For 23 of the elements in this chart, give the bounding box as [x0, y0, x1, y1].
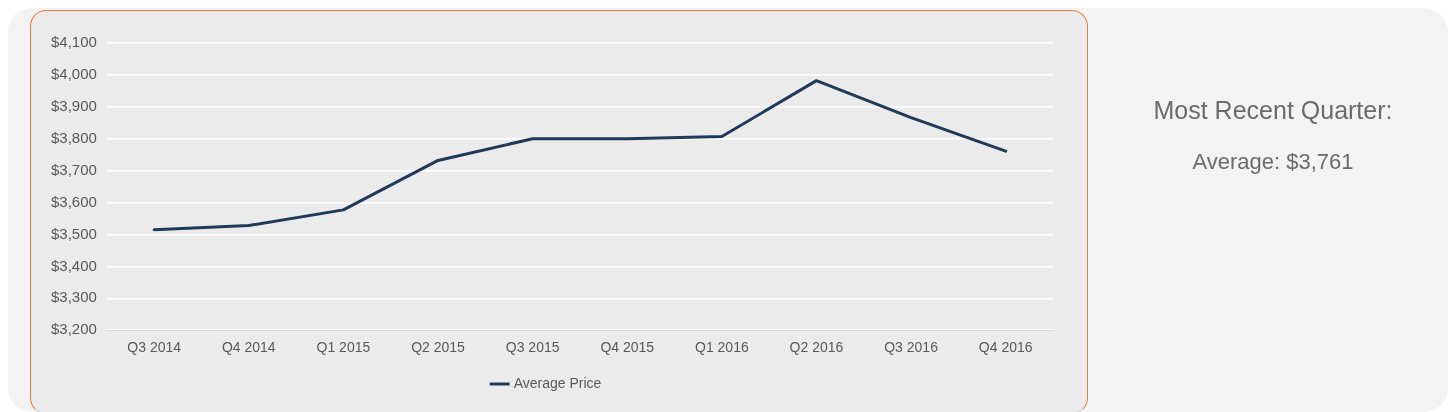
y-tick-label: $3,300: [50, 288, 97, 306]
x-tick-label: Q3 2015: [505, 339, 560, 356]
y-tick-label: $3,200: [50, 320, 97, 338]
y-tick-label: $3,500: [50, 224, 97, 242]
y-tick-label: $3,400: [50, 256, 97, 274]
y-tick-label: $4,000: [50, 65, 97, 83]
x-tick-label: Q4 2014: [221, 339, 276, 356]
y-tick-label: $3,800: [50, 128, 97, 146]
legend-label: Average Price: [513, 374, 602, 391]
y-tick-label: $3,600: [50, 192, 97, 210]
x-tick-label: Q1 2016: [695, 339, 749, 356]
x-tick-label: Q2 2015: [411, 339, 466, 356]
x-tick-label: Q3 2016: [884, 339, 939, 356]
x-tick-label: Q3 2014: [127, 339, 182, 356]
x-tick-label: Q4 2016: [978, 339, 1033, 356]
x-tick-label: Q4 2015: [600, 339, 655, 356]
x-tick-label: Q1 2015: [316, 339, 371, 356]
y-tick-label: $4,100: [50, 33, 97, 51]
y-tick-label: $3,900: [50, 96, 97, 114]
x-tick-label: Q2 2016: [789, 339, 844, 356]
text: Most Recent Quarter:: [1152, 96, 1394, 125]
text: Average: $3,761: [1191, 149, 1355, 175]
y-tick-label: $3,700: [50, 160, 97, 178]
